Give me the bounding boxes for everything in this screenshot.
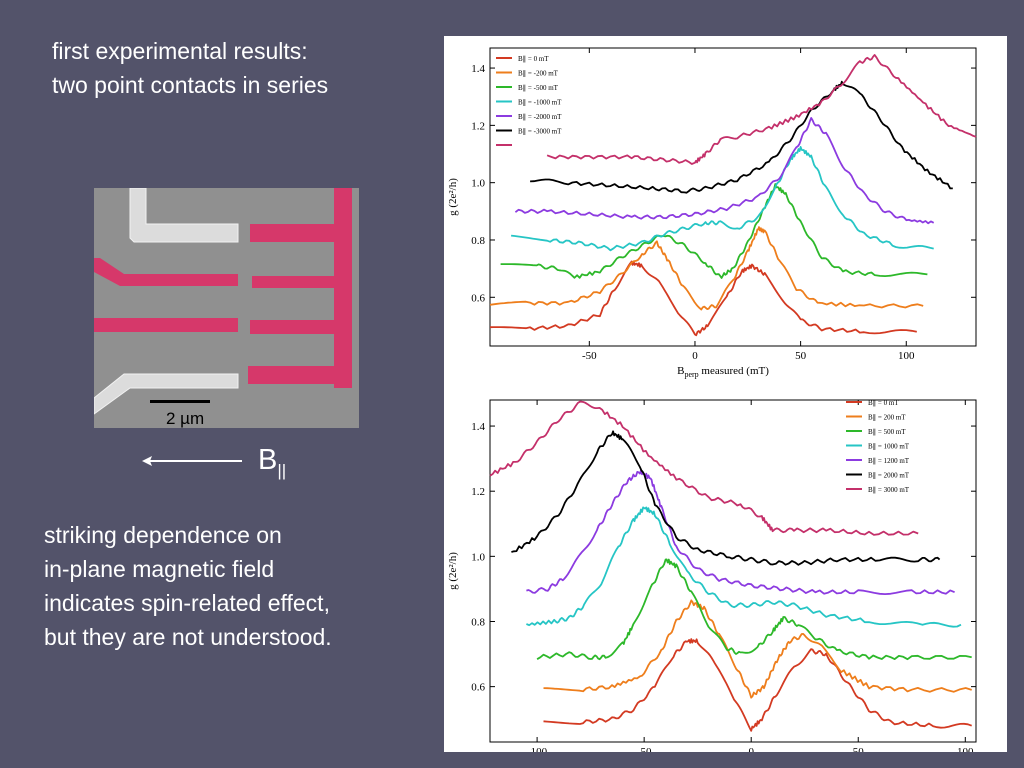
legend-entry: B∥ = 200 mT [868, 414, 906, 422]
series-line [543, 599, 972, 699]
x-tick-label: -100 [527, 746, 548, 752]
plot-frame [489, 47, 977, 347]
y-axis-label: g (2e²/h) [447, 552, 459, 590]
body-line: but they are not understood. [44, 624, 332, 650]
legend-entry: B∥ = 2000 mT [868, 472, 910, 480]
chart-panel: -50 0 50 100 0.6 0.8 1.0 1.2 1.4 Bperp measured (… [444, 36, 1007, 752]
series-line [526, 506, 962, 628]
body-line: striking dependence on [44, 522, 282, 548]
y-tick-label: 1.4 [471, 63, 485, 75]
series-line [500, 183, 928, 279]
y-axis-label: g (2e²/h) [447, 178, 459, 216]
y-tick-label: 1.2 [471, 120, 485, 132]
chart-top: -50 0 50 100 0.6 0.8 1.0 1.2 1.4 Bperp measured (… [447, 47, 977, 379]
series-line [511, 430, 941, 566]
y-tick-label: 0.8 [471, 616, 485, 628]
y-tick-label: 1.0 [471, 551, 485, 563]
field-label-subscript: || [277, 460, 287, 480]
x-tick-label: 50 [795, 350, 807, 362]
x-tick-label: 100 [898, 350, 915, 362]
field-label-main: B [258, 444, 278, 476]
legend-entry: B∥ = 1200 mT [868, 457, 910, 465]
legend-entry: B∥ = -3000 mT [518, 128, 562, 136]
series-line [514, 117, 935, 225]
series-line [536, 558, 972, 661]
device-micrograph: 2 µm [94, 188, 359, 428]
x-tick-label: 50 [853, 746, 865, 752]
field-label: B|| [258, 444, 286, 481]
legend-entry: B∥ = -500 mT [518, 84, 559, 92]
x-tick-label: 100 [957, 746, 974, 752]
series-line [489, 226, 924, 311]
x-tick-label: -50 [582, 350, 597, 362]
series-line [546, 54, 977, 165]
y-tick-label: 0.6 [471, 292, 485, 304]
slide-body: striking dependence on in-plane magnetic… [44, 518, 332, 654]
legend-entry: B∥ = 3000 mT [868, 486, 910, 494]
y-tick-label: 0.6 [471, 682, 485, 694]
field-arrow-icon [142, 456, 242, 466]
legend-entry: B∥ = 500 mT [868, 428, 906, 436]
legend-entry: B∥ = -1000 mT [518, 99, 562, 107]
x-tick-label: -50 [637, 746, 652, 752]
title-line: two point contacts in series [52, 72, 329, 98]
series-line [543, 638, 973, 732]
series-line [489, 400, 919, 536]
x-tick-label: 0 [692, 350, 698, 362]
x-axis-label: Bperp measured (mT) [677, 365, 769, 379]
legend-entry: B∥ = 0 mT [868, 399, 899, 407]
y-tick-label: 1.2 [471, 486, 485, 498]
series-line [526, 469, 955, 595]
series-line [489, 260, 917, 337]
legend-entry: B∥ = 1000 mT [868, 443, 910, 451]
plot-frame [489, 399, 977, 743]
legend-entry: B∥ = -2000 mT [518, 113, 562, 121]
series-line [511, 146, 934, 252]
legend-entry: B∥ = -200 mT [518, 70, 559, 78]
body-line: indicates spin-related effect, [44, 590, 330, 616]
series-line [530, 80, 953, 194]
title-line: first experimental results: [52, 38, 308, 64]
y-tick-label: 1.4 [471, 421, 485, 433]
scale-bar-label: 2 µm [166, 409, 204, 428]
y-tick-label: 0.8 [471, 235, 485, 247]
y-tick-label: 1.0 [471, 178, 485, 190]
x-tick-label: 0 [748, 746, 754, 752]
legend-entry: B∥ = 0 mT [518, 55, 549, 63]
body-line: in-plane magnetic field [44, 556, 275, 582]
slide-title: first experimental results: two point co… [52, 34, 328, 102]
